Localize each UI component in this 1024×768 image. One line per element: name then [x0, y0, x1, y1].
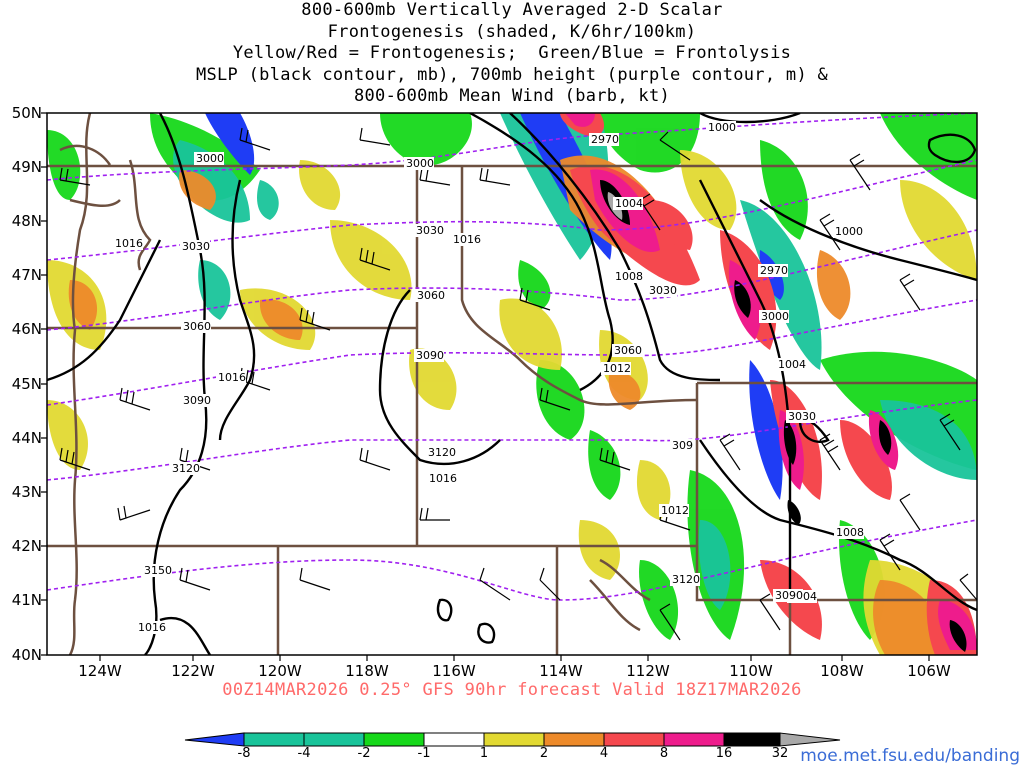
id-mt-border: [460, 166, 698, 406]
mslp-label: 1016: [115, 237, 143, 250]
height-label: 3090: [775, 589, 803, 602]
colorbar-label: -8: [237, 746, 251, 761]
colorbar-label: 32: [771, 746, 789, 761]
colorbar-label: 2: [539, 746, 549, 761]
mslp-label: 1004: [615, 197, 643, 210]
lon-label: 118W: [345, 662, 389, 680]
pacific-coast: [68, 113, 92, 655]
mslp-label: 1016: [218, 371, 246, 384]
lat-label: 46N: [11, 320, 42, 338]
height-label: 3030: [182, 240, 210, 253]
lat-label: 50N: [11, 104, 42, 122]
title-line: 800-600mb Vertically Averaged 2-D Scalar: [301, 0, 723, 20]
lat-label: 43N: [11, 483, 42, 501]
mslp-label: 1016: [138, 621, 166, 634]
height-label: 3030: [649, 284, 677, 297]
height-labels: 2970 2970 3000 3000 3000 3030 3030 3030 …: [142, 133, 816, 602]
height-label: 309: [672, 439, 693, 452]
mslp-label: 1016: [429, 472, 457, 485]
mslp-label: 1012: [603, 362, 631, 375]
height-label: 3000: [196, 152, 224, 165]
wy-border: [695, 383, 977, 602]
lon-label: 110W: [729, 662, 773, 680]
lon-label: 116W: [432, 662, 476, 680]
lon-label: 122W: [171, 662, 215, 680]
lat-label: 42N: [11, 537, 42, 555]
height-label: 2970: [591, 133, 619, 146]
lat-label: 40N: [11, 646, 42, 664]
height-label: 3000: [406, 157, 434, 170]
colorbar-label: 16: [715, 746, 733, 761]
lat-label: 48N: [11, 212, 42, 230]
lon-label: 108W: [820, 662, 864, 680]
height-label: 3090: [183, 394, 211, 407]
valid-time-line: 00Z14MAR2026 0.25° GFS 90hr forecast Val…: [222, 680, 802, 700]
lat-label: 49N: [11, 158, 42, 176]
mslp-label: 1000: [835, 225, 863, 238]
puget-sound: [128, 159, 152, 271]
lon-label: 120W: [258, 662, 302, 680]
lon-label: 124W: [78, 662, 122, 680]
colorbar-label: 8: [659, 746, 669, 761]
height-label: 3120: [672, 573, 700, 586]
mslp-label: 1008: [836, 526, 864, 539]
great-salt-lake: [599, 558, 651, 602]
title-line: 800-600mb Mean Wind (barb, kt): [353, 86, 671, 106]
height-label: 3030: [788, 410, 816, 423]
title-line: MSLP (black contour, mb), 700mb height (…: [195, 64, 829, 85]
height-label: 3150: [144, 564, 172, 577]
lon-label: 114W: [539, 662, 583, 680]
height-contours: [47, 113, 977, 601]
height-label: 3090: [416, 349, 444, 362]
height-label: 3060: [417, 289, 445, 302]
source-url[interactable]: moe.met.fsu.edu/banding: [800, 746, 1020, 766]
axis-ticks: [41, 112, 930, 661]
lon-label: 106W: [907, 662, 951, 680]
lat-label: 47N: [11, 266, 42, 284]
mslp-label: 1012: [661, 504, 689, 517]
title-line: Frontogenesis (shaded, K/6hr/100km): [327, 21, 697, 42]
height-label: 3060: [183, 320, 211, 333]
mslp-contours: [47, 113, 977, 655]
mslp-label: 1008: [615, 270, 643, 283]
colorbar-label: -4: [297, 746, 311, 761]
map-title: 800-600mb Vertically Averaged 2-D Scalar…: [0, 0, 1024, 108]
height-label: 2970: [760, 264, 788, 277]
lat-label: 44N: [11, 429, 42, 447]
lat-label: 45N: [11, 375, 42, 393]
colorbar-label: -1: [417, 746, 431, 761]
mslp-label: 1016: [453, 233, 481, 246]
height-label: 3120: [172, 462, 200, 475]
title-line: Yellow/Red = Frontogenesis; Green/Blue =…: [232, 43, 792, 63]
lon-label: 112W: [626, 662, 670, 680]
height-label: 3060: [614, 344, 642, 357]
height-label: 3030: [416, 224, 444, 237]
islands: [59, 144, 121, 207]
colorbar-label: -2: [357, 746, 371, 761]
mslp-label: 1004: [778, 358, 806, 371]
lat-label: 41N: [11, 591, 42, 609]
colorbar-label: 1: [479, 746, 489, 761]
colorbar-label: 4: [599, 746, 609, 761]
height-label: 3000: [761, 310, 789, 323]
mslp-label: 1000: [708, 121, 736, 134]
colorbar: [184, 732, 841, 747]
mslp-labels: 1000 1004 1004 1008 1012 1016 1016 1016 …: [113, 121, 864, 634]
height-label: 3120: [428, 446, 456, 459]
